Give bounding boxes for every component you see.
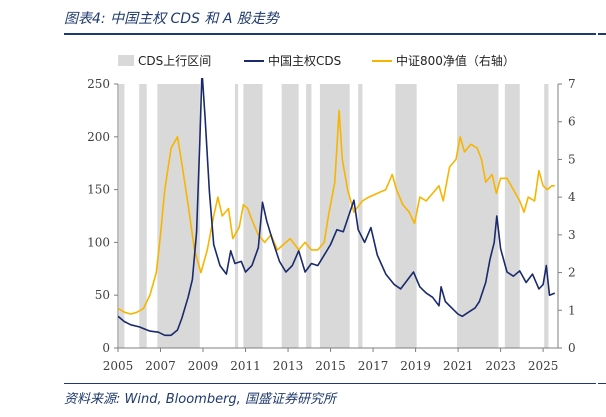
x-tick-label-10: 2025: [528, 359, 559, 373]
axes-group: [114, 83, 562, 352]
cds-uptrend-band-2: [157, 84, 200, 348]
cds-uptrend-band-8: [358, 84, 363, 348]
x-tick-label-7: 2019: [400, 359, 431, 373]
cds-uptrend-band-4: [243, 84, 263, 348]
figure-title: 图表4: 中国主权 CDS 和 A 股走势: [64, 11, 279, 27]
legend-group: CDS上行区间 中国主权CDS 中证800净值（右轴）: [118, 53, 515, 68]
right-tick-label-1: 1: [568, 303, 576, 317]
bottom-rule-tick: [598, 383, 606, 384]
x-tick-label-4: 2013: [273, 359, 304, 373]
right-tick-label-3: 3: [568, 228, 576, 242]
left-tick-label-2: 100: [87, 235, 110, 249]
cds-uptrend-band-6: [306, 84, 312, 348]
right-tick-label-5: 5: [568, 152, 576, 166]
right-tick-label-6: 6: [568, 115, 576, 129]
cds-uptrend-band-1: [139, 84, 147, 348]
cds-uptrend-band-12: [544, 84, 549, 348]
cds-series-line: [118, 78, 556, 337]
band-group: [119, 84, 549, 348]
left-tick-label-3: 150: [87, 183, 110, 197]
right-tick-label-7: 7: [568, 77, 576, 91]
x-tick-label-1: 2007: [145, 359, 176, 373]
left-tick-label-0: 0: [102, 341, 110, 355]
left-tick-label-5: 250: [87, 77, 110, 91]
cds-uptrend-band-7: [319, 84, 350, 348]
x-tick-label-3: 2011: [230, 359, 261, 373]
right-tick-label-4: 4: [568, 190, 576, 204]
cds-uptrend-band-11: [504, 84, 520, 348]
series-group: [118, 78, 556, 337]
legend-label-band: CDS上行区间: [138, 54, 211, 68]
x-tick-label-9: 2023: [485, 359, 516, 373]
legend-label-cds: 中国主权CDS: [268, 53, 341, 68]
cds-uptrend-band-10: [457, 84, 499, 348]
top-rule: [64, 33, 596, 35]
legend-label-csi800: 中证800净值（右轴）: [396, 53, 515, 68]
cds-uptrend-band-9: [395, 84, 417, 348]
x-tick-label-2: 2009: [188, 359, 219, 373]
cds-uptrend-band-5: [281, 84, 299, 348]
x-tick-label-0: 2005: [103, 359, 134, 373]
tick-label-group: 0 50 100 150 200 250 0 1 2 3 4 5 6 7 2005 2007 2009 2011 2…: [87, 77, 576, 373]
cds-uptrend-band-3: [234, 84, 239, 348]
bottom-rule: [64, 383, 596, 384]
right-tick-label-0: 0: [568, 341, 576, 355]
x-tick-label-8: 2021: [443, 359, 474, 373]
cds-uptrend-band-0: [119, 84, 125, 348]
x-tick-label-5: 2015: [315, 359, 346, 373]
top-rule-tick: [598, 33, 606, 35]
left-tick-label-4: 200: [87, 130, 110, 144]
source-note: 资料来源: Wind, Bloomberg, 国盛证券研究所: [64, 392, 336, 407]
right-tick-label-2: 2: [568, 266, 576, 280]
x-tick-label-6: 2017: [358, 359, 389, 373]
legend-swatch-band: [118, 55, 134, 66]
left-tick-label-1: 50: [95, 288, 110, 302]
